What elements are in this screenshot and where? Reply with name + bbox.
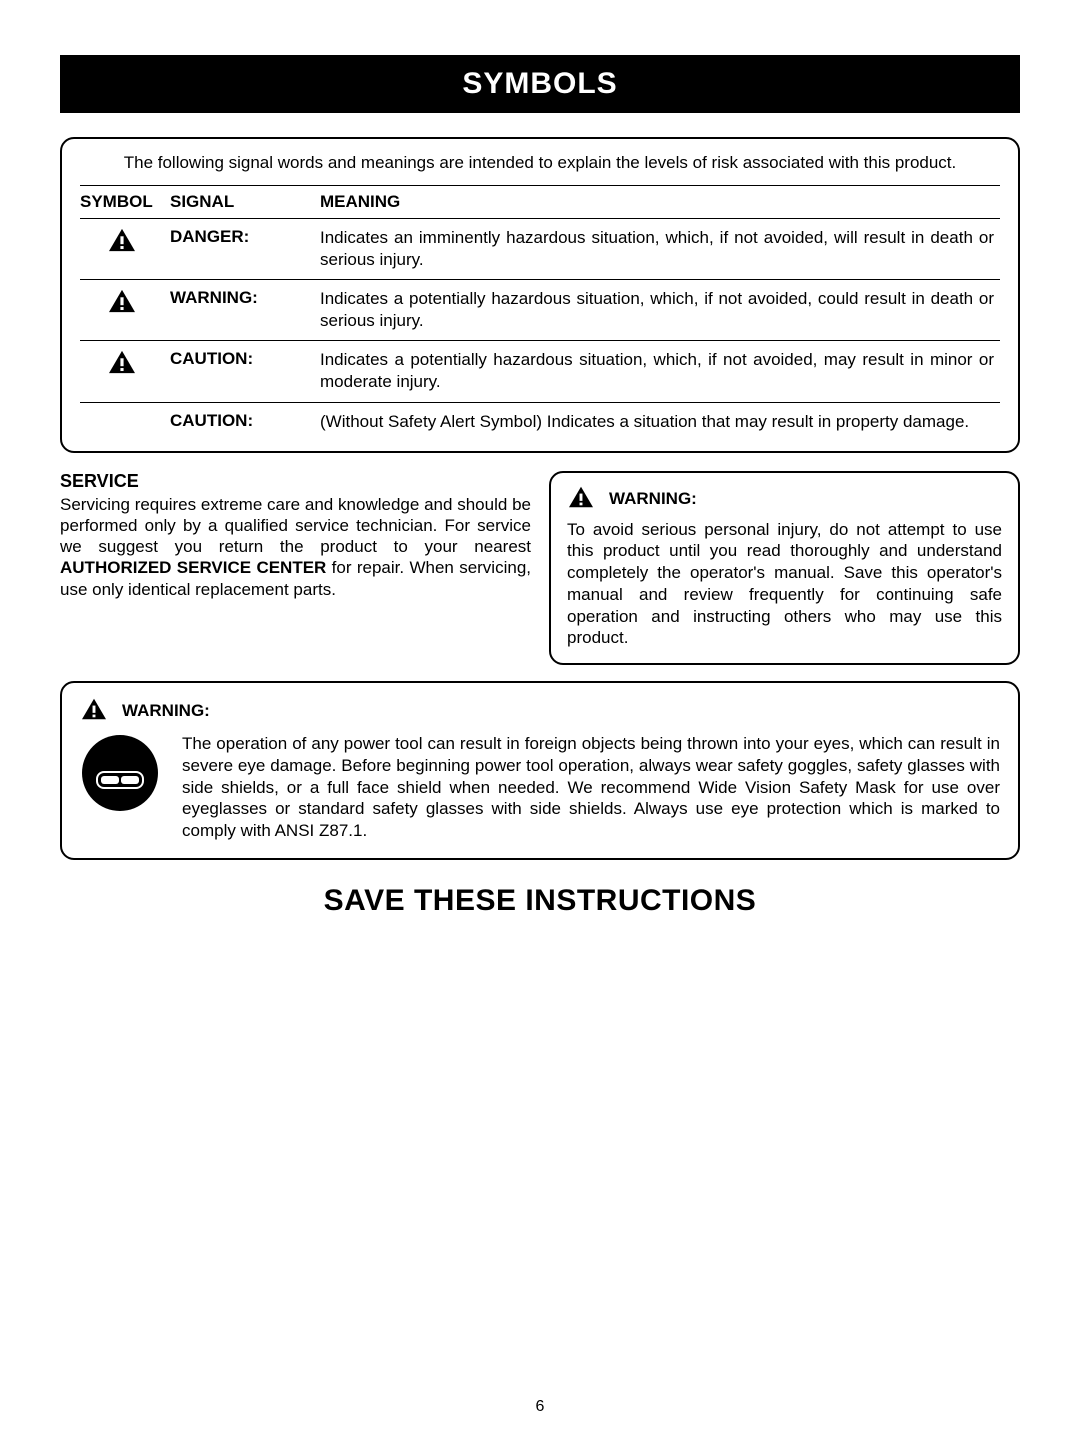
service-heading: SERVICE bbox=[60, 471, 531, 492]
symbols-table: SYMBOL SIGNAL MEANING DANGER:Indicates a… bbox=[80, 185, 1000, 441]
service-body: Servicing requires extreme care and know… bbox=[60, 494, 531, 600]
service-body-pre: Servicing requires extreme care and know… bbox=[60, 495, 531, 557]
page-title-bar: SYMBOLS bbox=[60, 55, 1020, 113]
page-title: SYMBOLS bbox=[462, 67, 617, 100]
alert-triangle-icon bbox=[80, 697, 112, 725]
save-instructions-heading: SAVE THESE INSTRUCTIONS bbox=[60, 884, 1020, 918]
alert-triangle-icon bbox=[106, 349, 138, 377]
meaning-cell: Indicates a potentially hazardous situat… bbox=[320, 341, 1000, 402]
table-row: DANGER:Indicates an imminently hazardous… bbox=[80, 219, 1000, 280]
alert-triangle-icon bbox=[106, 227, 138, 255]
signal-cell: DANGER: bbox=[170, 219, 320, 280]
eye-warning-header: WARNING: bbox=[80, 697, 1000, 725]
meaning-cell: (Without Safety Alert Symbol) Indicates … bbox=[320, 402, 1000, 441]
meaning-cell: Indicates an imminently hazardous situat… bbox=[320, 219, 1000, 280]
symbol-cell bbox=[80, 341, 170, 402]
symbol-cell bbox=[80, 402, 170, 441]
signal-cell: CAUTION: bbox=[170, 341, 320, 402]
symbols-definition-box: The following signal words and meanings … bbox=[60, 137, 1020, 453]
goggles-head-icon bbox=[80, 733, 160, 818]
eye-warning-label: WARNING: bbox=[122, 701, 210, 721]
service-body-bold: AUTHORIZED SERVICE CENTER bbox=[60, 558, 326, 577]
signal-cell: CAUTION: bbox=[170, 402, 320, 441]
warning-box-eye-protection: WARNING: The operation of any power tool… bbox=[60, 681, 1020, 860]
symbols-intro-text: The following signal words and meanings … bbox=[80, 149, 1000, 185]
page-number: 6 bbox=[60, 1398, 1020, 1416]
column-header-symbol: SYMBOL bbox=[80, 186, 170, 219]
warning-label: WARNING: bbox=[609, 489, 697, 509]
table-row: CAUTION:(Without Safety Alert Symbol) In… bbox=[80, 402, 1000, 441]
signal-cell: WARNING: bbox=[170, 280, 320, 341]
warning-body: To avoid serious personal injury, do not… bbox=[567, 519, 1002, 650]
symbol-cell bbox=[80, 219, 170, 280]
service-and-warning-row: SERVICE Servicing requires extreme care … bbox=[60, 471, 1020, 666]
alert-triangle-icon bbox=[567, 485, 599, 513]
table-row: WARNING:Indicates a potentially hazardou… bbox=[80, 280, 1000, 341]
eye-warning-body: The operation of any power tool can resu… bbox=[182, 733, 1000, 842]
column-header-meaning: MEANING bbox=[320, 186, 1000, 219]
service-section: SERVICE Servicing requires extreme care … bbox=[60, 471, 531, 666]
symbol-cell bbox=[80, 280, 170, 341]
meaning-cell: Indicates a potentially hazardous situat… bbox=[320, 280, 1000, 341]
table-row: CAUTION:Indicates a potentially hazardou… bbox=[80, 341, 1000, 402]
warning-box-manual: WARNING: To avoid serious personal injur… bbox=[549, 471, 1020, 666]
warning-header: WARNING: bbox=[567, 485, 1002, 513]
column-header-signal: SIGNAL bbox=[170, 186, 320, 219]
alert-triangle-icon bbox=[106, 288, 138, 316]
